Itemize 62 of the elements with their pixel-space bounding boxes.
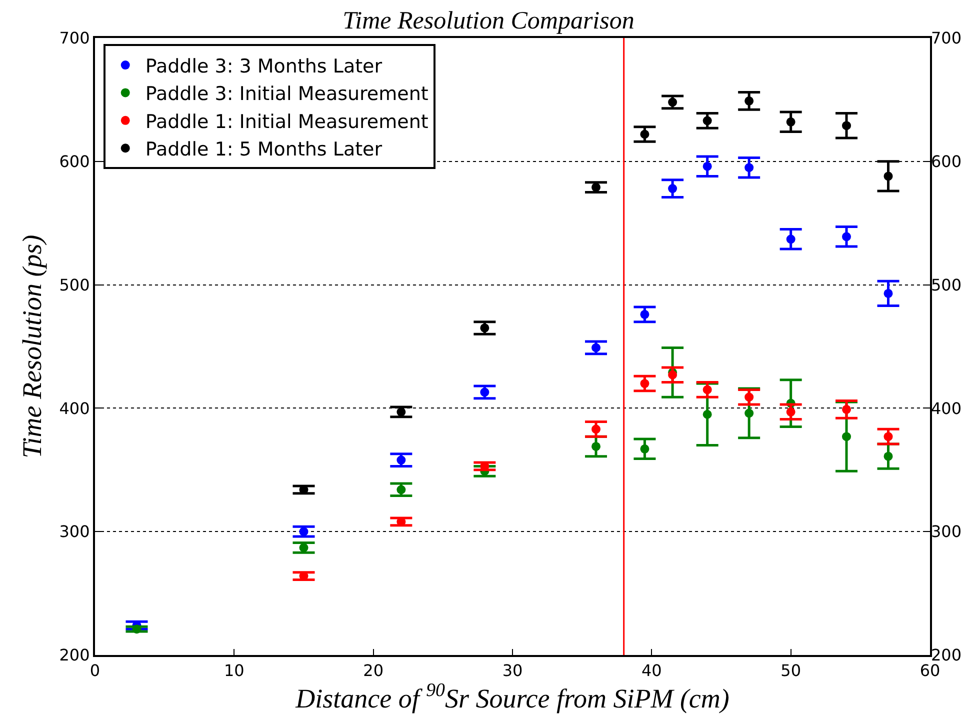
point — [396, 407, 406, 416]
point — [299, 543, 308, 552]
point — [396, 456, 406, 465]
point — [299, 527, 308, 536]
point — [396, 485, 406, 494]
point — [702, 410, 712, 419]
point — [592, 182, 600, 192]
point — [786, 407, 796, 416]
point — [884, 172, 893, 181]
point — [702, 116, 712, 126]
point — [884, 288, 893, 298]
point — [592, 343, 600, 352]
point — [480, 388, 490, 397]
point — [842, 432, 851, 442]
point — [480, 323, 490, 332]
point — [640, 130, 650, 139]
y2-tick-label: 300 — [931, 522, 962, 542]
y-tick-label: 700 — [59, 28, 90, 48]
y-tick-label: 400 — [59, 398, 90, 418]
y-tick-label: 500 — [59, 275, 90, 294]
y2-tick-label: 400 — [931, 398, 962, 418]
y-tick-label: 200 — [59, 646, 90, 665]
point — [744, 96, 754, 106]
point — [668, 370, 678, 380]
point — [884, 432, 893, 442]
x-tick-label: 50 — [780, 661, 802, 680]
legend-label: Paddle 3: Initial Measurement — [145, 83, 428, 106]
point — [592, 424, 600, 434]
point — [668, 98, 678, 107]
legend-label: Paddle 1: Initial Measurement — [145, 110, 428, 133]
x-tick-label: 30 — [502, 661, 523, 680]
point — [842, 404, 851, 414]
legend-label: Paddle 3: 3 Months Later — [145, 55, 382, 78]
legend-label: Paddle 1: 5 Months Later — [145, 138, 382, 161]
point — [132, 624, 142, 634]
x-tick-label: 40 — [641, 661, 662, 680]
point — [640, 310, 650, 319]
x-tick-label: 20 — [363, 661, 384, 680]
point — [744, 408, 754, 418]
x-tick-label: 0 — [90, 661, 100, 680]
y-tick-label: 300 — [59, 522, 90, 542]
point — [842, 232, 851, 242]
y2-tick-label: 500 — [931, 275, 962, 294]
point — [744, 392, 754, 402]
y-axis-title: Time Resolution (ps) — [16, 234, 47, 458]
x-axis-title: Distance of $^{90}$Sr Source from SiPM (cm) — [294, 680, 730, 714]
point — [842, 121, 851, 130]
y-tick-label: 600 — [59, 152, 90, 171]
point — [786, 117, 796, 126]
point — [702, 162, 712, 171]
point — [786, 234, 796, 244]
point — [640, 379, 650, 388]
point — [592, 442, 600, 451]
y2-tick-label: 700 — [931, 28, 962, 48]
x-tick-label: 10 — [224, 661, 244, 680]
point — [668, 184, 678, 194]
point — [640, 444, 650, 454]
point — [702, 385, 712, 394]
point — [884, 452, 893, 461]
y2-tick-label: 600 — [931, 152, 962, 171]
point — [744, 163, 754, 172]
chart-title: Time Resolution Comparison — [342, 7, 634, 34]
